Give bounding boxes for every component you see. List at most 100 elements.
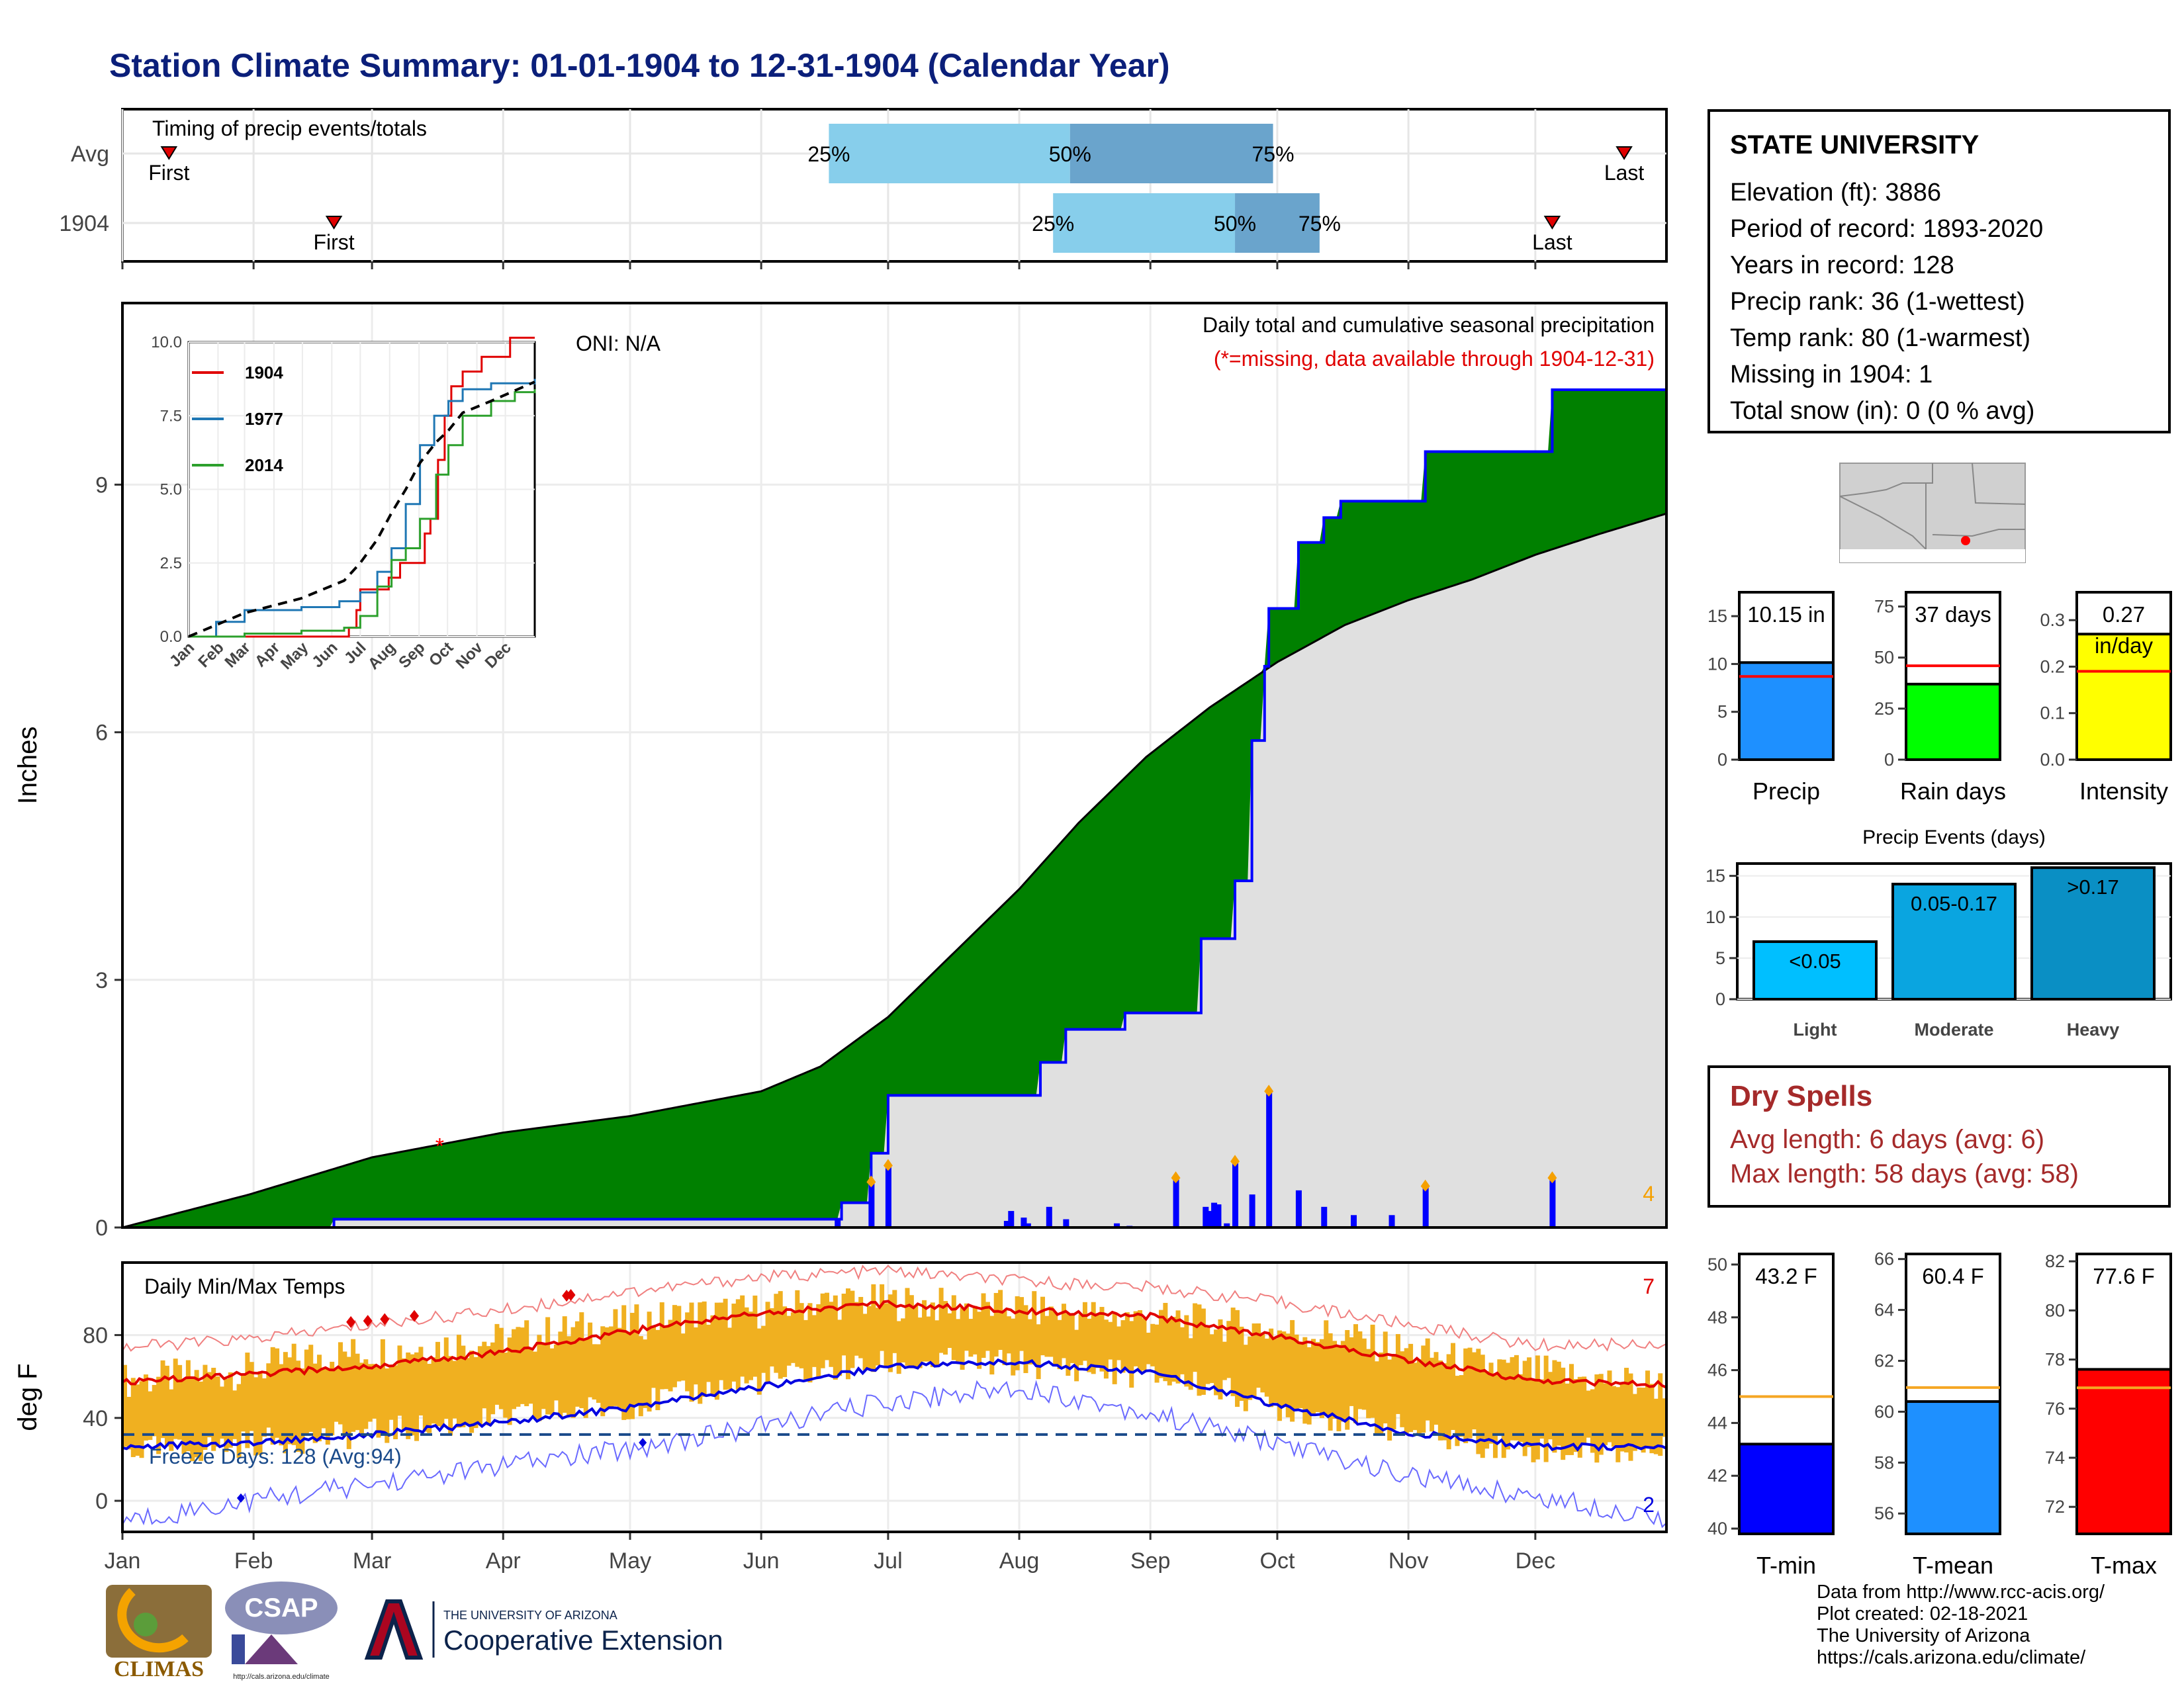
daily-temp-bar	[896, 1321, 901, 1374]
timing-marker	[1543, 216, 1561, 230]
heavy-precip-marker	[1547, 1171, 1557, 1184]
daily-temp-bar	[249, 1362, 254, 1431]
daily-temp-bar	[875, 1308, 880, 1366]
daily-temp-bar	[723, 1298, 728, 1390]
daily-temp-bar	[706, 1324, 711, 1382]
daily-temp-bar	[1332, 1341, 1338, 1419]
daily-temp-bar	[1433, 1352, 1439, 1425]
precip-common-area	[122, 513, 1666, 1228]
timing-pct-label: 25%	[807, 142, 850, 166]
daily-temp-bar	[330, 1361, 335, 1435]
daily-temp-bar	[938, 1288, 944, 1353]
daily-temp-bar	[541, 1343, 546, 1409]
daily-temp-bar	[951, 1295, 956, 1360]
daily-temp-bar	[947, 1313, 952, 1349]
daily-temp-bar	[537, 1335, 542, 1421]
daily-temp-bar	[1277, 1330, 1282, 1421]
daily-temp-bar	[372, 1364, 377, 1419]
daily-temp-bar	[359, 1362, 364, 1437]
daily-temp-bar	[1255, 1323, 1261, 1388]
daily-temp-bar	[638, 1336, 643, 1417]
daily-temp-bar	[1294, 1334, 1299, 1411]
daily-temp-bar	[1120, 1320, 1126, 1373]
daily-temp-bar	[816, 1304, 821, 1377]
daily-temp-bar	[1243, 1345, 1248, 1411]
daily-temp-bar	[634, 1304, 639, 1405]
timing-row-label: Avg	[71, 142, 109, 167]
tmax-ytick-label: 78	[2045, 1350, 2065, 1370]
timing-bar-q25-q50	[829, 124, 1070, 183]
main-chart: Avg 25% 50% 75% First Last 1904 25% 50% 75% First L…	[13, 108, 1668, 1574]
daily-temp-bar	[1467, 1347, 1473, 1439]
daily-temp-bar	[833, 1295, 838, 1380]
daily-temp-bar	[376, 1366, 381, 1438]
daily-precip-bar	[1422, 1186, 1429, 1227]
daily-temp-bar	[279, 1364, 284, 1446]
events-category-label: Moderate	[1914, 1020, 1993, 1040]
logos: CLIMAS CSAP http://cals.arizona.edu/clim…	[106, 1582, 723, 1681]
daily-precip-bar	[1173, 1178, 1179, 1227]
daily-temp-bar	[1543, 1355, 1549, 1462]
daily-temp-bar	[228, 1372, 233, 1448]
record-high-marker	[363, 1315, 373, 1327]
inset-legend-label: 2014	[245, 455, 283, 475]
daily-temp-bar	[841, 1293, 846, 1356]
rain-days-value: 37 days	[1915, 602, 1991, 627]
timing-pct-label: 75%	[1298, 212, 1341, 236]
daily-temp-bar	[1103, 1319, 1109, 1379]
daily-temp-bar	[342, 1351, 347, 1435]
daily-temp-bar	[486, 1346, 491, 1426]
record-high-marker	[346, 1315, 356, 1328]
daily-temp-bar	[1510, 1357, 1515, 1441]
daily-temp-bar	[1158, 1310, 1163, 1378]
daily-temp-bar	[985, 1302, 990, 1351]
daily-temp-bar	[181, 1378, 187, 1454]
daily-temp-bar	[287, 1357, 293, 1445]
heavy-precip-marker	[1420, 1179, 1430, 1192]
daily-temp-bar	[1619, 1384, 1625, 1452]
daily-temp-bar	[1552, 1360, 1557, 1453]
month-label: Jul	[874, 1548, 902, 1574]
daily-temp-bar	[880, 1284, 885, 1351]
daily-temp-bar	[567, 1336, 572, 1416]
daily-temp-bar	[1437, 1360, 1443, 1441]
daily-temp-bar	[549, 1348, 555, 1415]
tmin-ytick-label: 46	[1707, 1360, 1727, 1380]
daily-temp-bar	[820, 1293, 825, 1368]
daily-temp-bar	[1573, 1379, 1578, 1452]
record-max-line	[122, 1265, 1667, 1352]
tmax-bar	[2075, 1368, 2172, 1536]
daily-temp-bar	[1569, 1364, 1574, 1455]
daily-temp-bar	[461, 1345, 466, 1427]
daily-temp-bar	[659, 1302, 664, 1390]
daily-temp-bar	[1078, 1314, 1083, 1366]
daily-temp-bar	[689, 1302, 694, 1402]
daily-temp-bar	[829, 1302, 834, 1367]
daily-temp-bar	[1480, 1355, 1485, 1458]
daily-temp-bar	[443, 1337, 449, 1419]
daily-temp-bar	[317, 1355, 322, 1442]
daily-temp-bar	[617, 1327, 622, 1408]
daily-temp-bar	[680, 1333, 686, 1381]
events-category-label: Light	[1794, 1020, 1837, 1040]
events-bar-label: <0.05	[1789, 950, 1841, 973]
daily-temp-bar	[1374, 1361, 1379, 1436]
timing-bar-q50-q75	[1235, 193, 1320, 253]
daily-temp-bar	[283, 1352, 288, 1454]
month-label: Oct	[1260, 1548, 1295, 1574]
daily-temp-bar	[1306, 1347, 1312, 1425]
daily-temp-bar	[731, 1304, 737, 1382]
daily-temp-bar	[1281, 1331, 1287, 1407]
daily-precip-bar	[1063, 1219, 1069, 1227]
daily-temp-bar	[1425, 1338, 1430, 1421]
observed-cumulative-line	[122, 388, 1666, 1229]
daily-temp-bar	[1416, 1359, 1422, 1437]
tmax-ytick-label: 74	[2045, 1448, 2065, 1468]
daily-temp-bar	[981, 1293, 986, 1358]
record-low-marker	[639, 1438, 647, 1448]
daily-temp-bar	[664, 1326, 669, 1390]
timing-bar-q50-q75	[1069, 124, 1273, 183]
daily-temp-bar	[799, 1303, 804, 1368]
daily-temp-bar	[296, 1360, 301, 1452]
daily-temp-bar	[304, 1349, 309, 1435]
